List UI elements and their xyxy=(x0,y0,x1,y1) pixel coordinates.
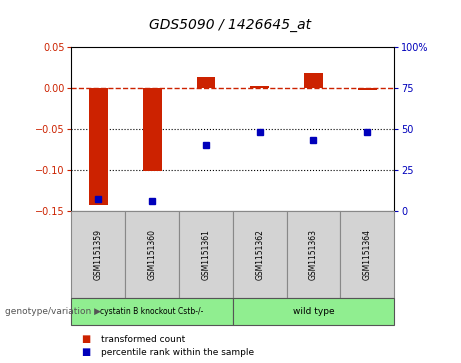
Text: percentile rank within the sample: percentile rank within the sample xyxy=(101,348,254,356)
Bar xyxy=(250,86,269,88)
Text: GSM1151364: GSM1151364 xyxy=(363,229,372,280)
Bar xyxy=(233,298,394,325)
Bar xyxy=(340,211,394,298)
Text: ■: ■ xyxy=(81,334,90,344)
Bar xyxy=(179,211,233,298)
Bar xyxy=(358,88,377,90)
Bar xyxy=(71,211,125,298)
Bar xyxy=(71,298,233,325)
Bar xyxy=(143,88,161,171)
Text: ■: ■ xyxy=(81,347,90,357)
Text: GSM1151362: GSM1151362 xyxy=(255,229,264,280)
Text: transformed count: transformed count xyxy=(101,335,186,344)
Text: GSM1151360: GSM1151360 xyxy=(148,229,157,280)
Text: genotype/variation ▶: genotype/variation ▶ xyxy=(5,307,100,316)
Bar xyxy=(196,77,215,88)
Bar xyxy=(89,88,108,205)
Text: GSM1151361: GSM1151361 xyxy=(201,229,210,280)
Text: GDS5090 / 1426645_at: GDS5090 / 1426645_at xyxy=(149,18,312,32)
Bar xyxy=(287,211,340,298)
Text: wild type: wild type xyxy=(293,307,334,316)
Bar xyxy=(233,211,287,298)
Bar xyxy=(125,211,179,298)
Bar xyxy=(304,73,323,88)
Text: cystatin B knockout Cstb-/-: cystatin B knockout Cstb-/- xyxy=(100,307,204,316)
Text: GSM1151359: GSM1151359 xyxy=(94,229,103,280)
Text: GSM1151363: GSM1151363 xyxy=(309,229,318,280)
